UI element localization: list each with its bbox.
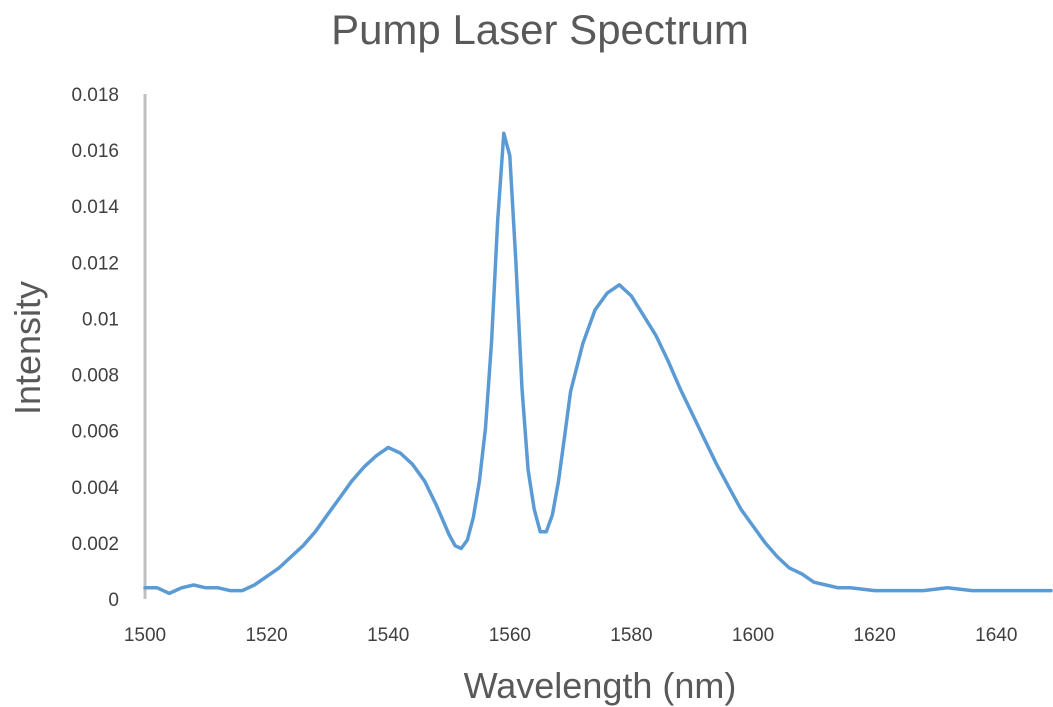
y-tick-label: 0.012 (71, 253, 119, 274)
x-tick-label: 1600 (732, 625, 774, 646)
y-axis-ticks: 0 0.002 0.004 0.006 0.008 0.01 0.012 0.014 0.016… (71, 85, 119, 611)
y-tick-label: 0.014 (71, 197, 119, 218)
x-tick-label: 1580 (610, 625, 652, 646)
x-axis-title: Wavelength (nm) (464, 665, 737, 706)
x-axis-ticks: 1500 1520 1540 1560 1580 1600 1620 1640 (124, 625, 1018, 646)
y-tick-label: 0.006 (71, 422, 119, 443)
x-tick-label: 1540 (367, 625, 409, 646)
x-tick-label: 1620 (854, 625, 896, 646)
y-tick-label: 0.008 (71, 366, 119, 387)
y-tick-label: 0.002 (71, 534, 119, 555)
x-tick-label: 1640 (975, 625, 1017, 646)
y-tick-label: 0.016 (71, 141, 119, 162)
series-line (143, 131, 1053, 596)
x-tick-label: 1560 (489, 625, 531, 646)
y-tick-label: 0.004 (71, 478, 119, 499)
series-group (143, 131, 1053, 596)
y-tick-label: 0.018 (71, 85, 119, 106)
x-tick-label: 1520 (245, 625, 287, 646)
y-tick-label: 0 (108, 590, 119, 611)
y-axis-title: Intensity (7, 281, 48, 415)
x-tick-label: 1500 (124, 625, 166, 646)
chart-title: Pump Laser Spectrum (331, 6, 749, 53)
y-tick-label: 0.01 (82, 309, 119, 330)
